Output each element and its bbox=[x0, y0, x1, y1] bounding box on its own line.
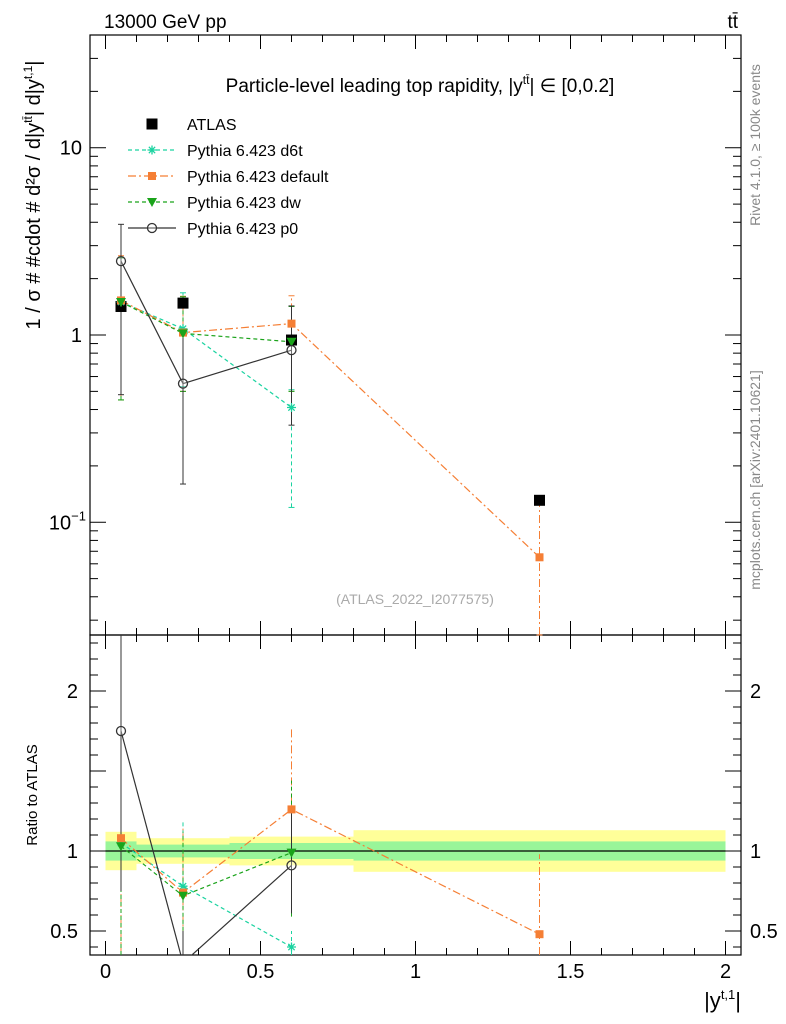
main-line-pythia-6-423-d6t bbox=[120, 301, 292, 408]
legend-marker-pythia-6-423-default bbox=[148, 172, 156, 180]
main-y-tick-label: 10−1 bbox=[49, 508, 86, 534]
ratio-series-layer bbox=[115, 635, 544, 955]
main-y-tick-label: 1 bbox=[71, 325, 82, 347]
atlas-data-point bbox=[177, 297, 189, 309]
legend-label-pythia-6-423-dw: Pythia 6.423 dw bbox=[187, 195, 301, 212]
main-marker-pythia-6-423-p0 bbox=[177, 378, 189, 389]
x-tick-label: 1 bbox=[410, 961, 421, 983]
ratio-marker-pythia-6-423-p0 bbox=[286, 860, 297, 871]
x-tick-label: 0.5 bbox=[247, 961, 275, 983]
legend: ATLAS Pythia 6.423 d6t Pythia 6.423 defaul… bbox=[128, 117, 329, 238]
legend-label-pythia-6-423-p0: Pythia 6.423 p0 bbox=[187, 221, 298, 238]
ratio-marker-pythia-6-423-dw bbox=[116, 842, 126, 852]
main-line-pythia-6-423-dw bbox=[120, 301, 292, 343]
legend-marker-pythia-6-423-d6t bbox=[147, 145, 157, 155]
main-marker-pythia-6-423-dw bbox=[116, 298, 126, 308]
analysis-watermark: (ATLAS_2022_I2077575) bbox=[336, 591, 494, 607]
ratio-y-tick-label: 1 bbox=[67, 841, 78, 863]
side-label-bottom: mcplots.cern.ch [arXiv:2401.10621] bbox=[747, 370, 763, 589]
main-marker-pythia-6-423-p0 bbox=[115, 255, 127, 267]
legend-marker-pythia-6-423-dw bbox=[147, 198, 157, 207]
ratio-bands bbox=[105, 830, 726, 872]
main-y-tick-label: 10 bbox=[60, 138, 82, 160]
legend-label-pythia-6-423-d6t: Pythia 6.423 d6t bbox=[187, 143, 303, 160]
ratio-y-tick-label-right: 1 bbox=[750, 841, 761, 863]
ratio-y-tick-label-right: 2 bbox=[750, 681, 761, 703]
ratio-y-tick-label-right: 0.5 bbox=[750, 921, 778, 943]
ratio-marker-pythia-6-423-default bbox=[117, 834, 125, 843]
main-marker-pythia-6-423-default bbox=[287, 319, 296, 328]
main-marker-pythia-6-423-p0 bbox=[286, 345, 297, 356]
x-tick-label: 1.5 bbox=[557, 961, 585, 983]
main-line-pythia-6-423-default bbox=[120, 299, 540, 558]
header-left: 13000 GeV pp bbox=[104, 12, 227, 33]
ratio-marker-pythia-6-423-dw bbox=[178, 891, 188, 901]
main-series-layer bbox=[115, 223, 545, 636]
legend-label-atlas: ATLAS bbox=[187, 117, 237, 134]
main-marker-pythia-6-423-dw bbox=[178, 329, 188, 339]
x-tick-label: 2 bbox=[720, 961, 731, 983]
legend-marker-atlas bbox=[146, 118, 158, 130]
ratio-marker-pythia-6-423-default bbox=[287, 805, 296, 814]
ratio-line-pythia-6-423-p0 bbox=[120, 730, 292, 955]
ratio-marker-pythia-6-423-d6t bbox=[287, 942, 296, 952]
atlas-data-point bbox=[534, 494, 545, 506]
plot-title: Particle-level leading top rapidity, |yt… bbox=[226, 73, 615, 97]
x-tick-label: 0 bbox=[100, 961, 111, 983]
ratio-marker-pythia-6-423-dw bbox=[286, 848, 297, 858]
ratio-plot-frame bbox=[89, 634, 742, 956]
ratio-y-axis-label: Ratio to ATLAS bbox=[24, 744, 41, 845]
legend-label-pythia-6-423-default: Pythia 6.423 default bbox=[187, 169, 329, 186]
header-right: tt̄ bbox=[727, 12, 738, 33]
ratio-y-tick-label: 0.5 bbox=[50, 921, 78, 943]
main-y-axis-label: 1 / σ # #cdot # d²σ / d|ytt̄| d|yt,1| bbox=[21, 61, 45, 330]
ratio-line-pythia-6-423-default bbox=[120, 808, 540, 935]
x-axis-label: |yt,1| bbox=[704, 987, 741, 1013]
legend-marker-pythia-6-423-p0 bbox=[146, 222, 158, 234]
side-label-top: Rivet 4.1.0, ≥ 100k events bbox=[747, 64, 763, 226]
ratio-marker-pythia-6-423-default bbox=[535, 930, 544, 939]
ratio-marker-pythia-6-423-p0 bbox=[115, 725, 127, 737]
main-marker-pythia-6-423-d6t bbox=[287, 403, 296, 413]
main-line-pythia-6-423-p0 bbox=[120, 260, 292, 385]
ratio-y-tick-label: 2 bbox=[67, 681, 78, 703]
main-marker-pythia-6-423-dw bbox=[286, 337, 297, 347]
ratio-marker-pythia-6-423-d6t bbox=[178, 881, 188, 891]
axis-ticks: 0 0.5 1 1.5 2 10−1 1 10 0.5 0.5 1 1 2 2 bbox=[49, 34, 778, 983]
main-marker-pythia-6-423-default bbox=[535, 553, 544, 562]
